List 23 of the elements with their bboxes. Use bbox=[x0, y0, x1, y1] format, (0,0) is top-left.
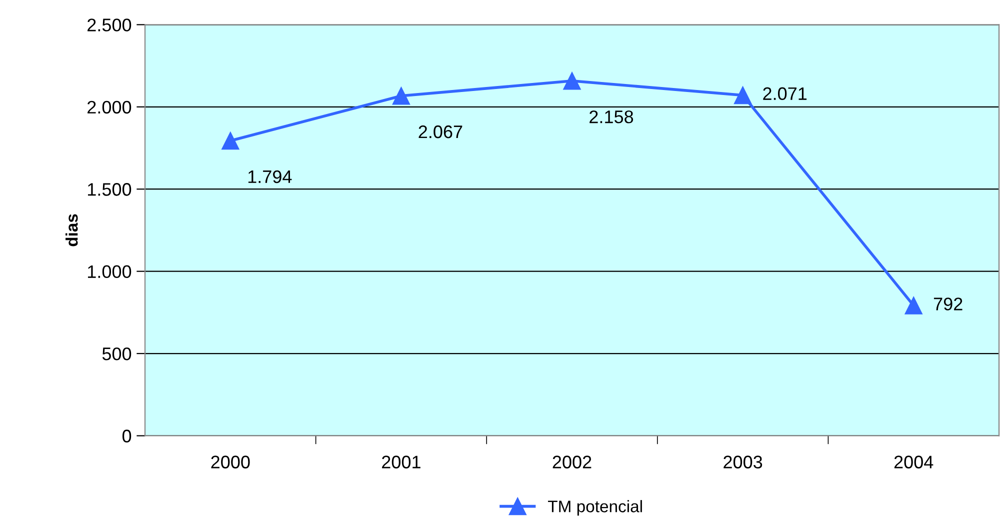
y-tick-label: 1.000 bbox=[88, 265, 132, 278]
data-label: 792 bbox=[934, 298, 962, 310]
data-label: 2.067 bbox=[418, 125, 462, 138]
point bbox=[563, 72, 581, 90]
point bbox=[392, 87, 410, 105]
legend-label: TM potencial bbox=[548, 500, 642, 516]
point bbox=[734, 86, 752, 104]
x-tick-label: 2002 bbox=[552, 456, 592, 468]
x-tick-label: 2003 bbox=[724, 456, 762, 468]
x-tick-label: 2001 bbox=[382, 456, 420, 468]
data-label: 1.794 bbox=[248, 170, 292, 184]
x-tick-label: 2000 bbox=[211, 456, 250, 468]
point bbox=[222, 132, 240, 150]
y-tick-label: 2.000 bbox=[88, 100, 132, 114]
y-tick-label: 0 bbox=[122, 430, 132, 442]
point bbox=[904, 296, 922, 314]
data-label: 2.158 bbox=[590, 110, 634, 124]
data-label: 2.071 bbox=[763, 87, 807, 100]
y-tick-label: 500 bbox=[102, 347, 132, 360]
y-tick-label: 1.500 bbox=[88, 183, 132, 196]
y-tick-label: 2.500 bbox=[88, 18, 132, 32]
x-tick-label: 2004 bbox=[894, 456, 934, 468]
y-axis-title: dias bbox=[66, 214, 78, 246]
